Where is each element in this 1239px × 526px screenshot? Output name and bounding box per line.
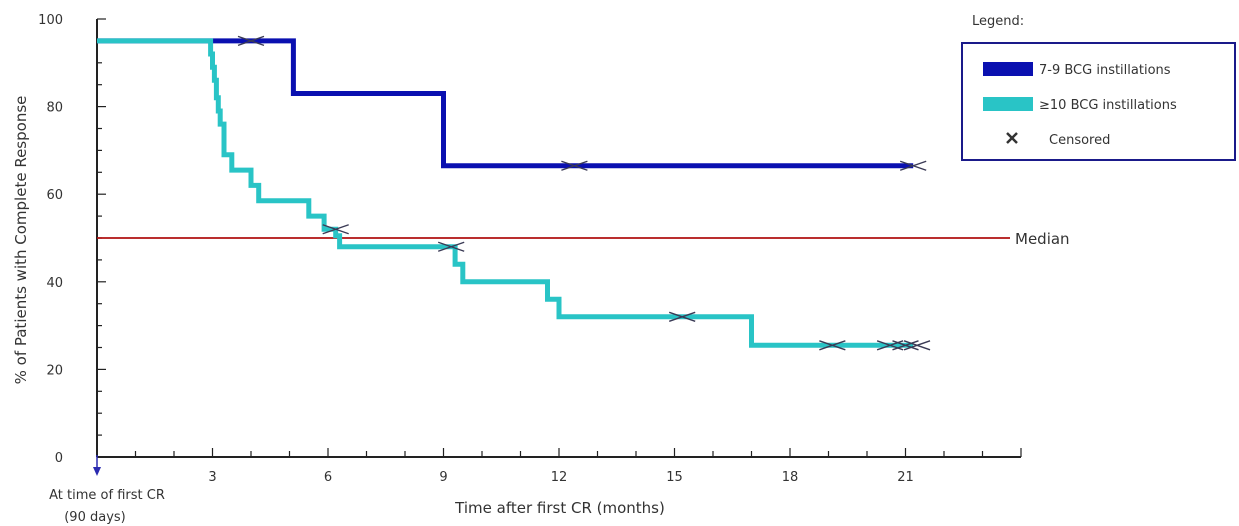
axis-labels: 0 20 40 60 80 100 3 6 9 12 15 18 21 At time of first … [12,13,914,525]
censor-stroke [237,35,265,47]
censor-mark [892,340,919,351]
censor-stroke [899,160,927,171]
y-tick-label: 80 [46,101,63,116]
legend-swatch-1 [983,62,1033,76]
censor-stroke [903,340,931,351]
censor-icon-stroke [1006,132,1018,144]
series-layer [97,38,914,348]
reference-lines: Median [97,230,1070,248]
x-tick-label: 6 [324,470,332,485]
x-tick-label: 18 [782,470,799,485]
origin-label-days: (90 days) [64,510,126,525]
origin-arrow-head-icon [93,467,101,476]
censored-x-icon [1006,132,1018,144]
censor-stroke [322,224,349,235]
censor-mark [819,340,846,351]
series-line-2 [97,38,914,348]
censor-mark [903,340,931,351]
y-tick-label: 40 [46,276,63,291]
origin-label: At time of first CR [49,488,165,503]
legend-title: Legend: [972,14,1024,29]
censor-stroke [668,311,696,323]
x-tick-label: 15 [666,470,683,485]
legend-item-label: 7-9 BCG instillations [1039,63,1171,78]
censor-stroke [561,160,588,171]
legend: Legend: 7-9 BCG instillations ≥10 BCG inst… [961,14,1236,161]
censor-mark [561,160,588,171]
x-tick-label: 3 [208,470,216,485]
censor-stroke [819,340,846,351]
legend-item-label: ≥10 BCG instillations [1039,98,1177,113]
censor-stroke [437,241,465,252]
x-tick-label: 9 [439,470,447,485]
censor-mark [437,241,465,252]
x-axis-title: Time after first CR (months) [454,499,665,517]
censor-mark [899,160,927,171]
censor-stroke [892,340,919,351]
x-tick-label: 12 [551,470,568,485]
y-tick-label: 0 [55,451,63,466]
censor-marks [237,35,931,351]
y-tick-label: 100 [38,13,63,28]
legend-censored-label: Censored [1049,133,1110,148]
series-line-1 [97,38,914,169]
censor-mark [668,311,696,323]
axes [93,18,1022,476]
y-axis-title: % of Patients with Complete Response [12,96,30,385]
censor-mark [237,35,265,47]
x-tick-label: 21 [897,470,914,485]
censor-mark [322,224,349,235]
median-label: Median [1015,230,1070,248]
y-tick-label: 60 [46,188,63,203]
y-tick-label: 20 [46,363,63,378]
legend-swatch-2 [983,97,1033,111]
